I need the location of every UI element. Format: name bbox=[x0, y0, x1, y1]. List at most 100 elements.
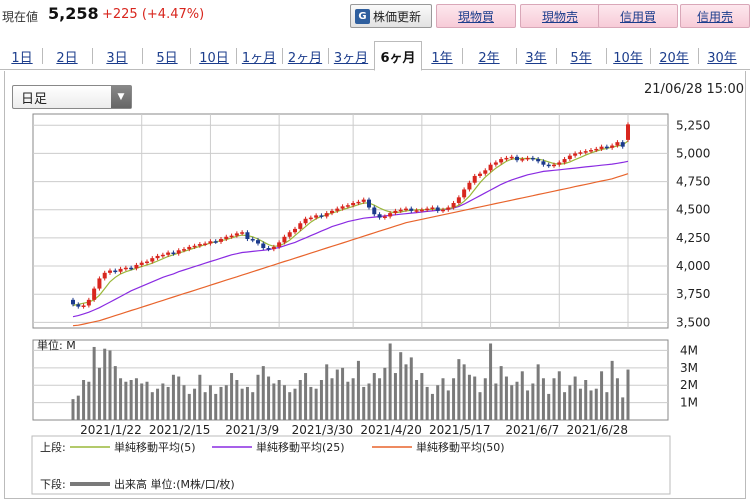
refresh-price-button[interactable]: G 株価更新 bbox=[350, 4, 432, 28]
candle-body bbox=[578, 152, 583, 154]
volume-bar bbox=[615, 378, 619, 420]
candle-body bbox=[462, 189, 467, 198]
volume-bar bbox=[245, 386, 249, 420]
volume-bar bbox=[134, 378, 138, 420]
candle-body bbox=[620, 142, 625, 147]
legend-volume: 出来高 単位:(M株/口/枚) bbox=[114, 477, 235, 491]
volume-bar bbox=[378, 378, 382, 420]
volume-bar bbox=[605, 392, 609, 420]
volume-tick-label: 4M bbox=[680, 343, 698, 357]
chart-type-select[interactable]: 日足 ▼ bbox=[12, 85, 132, 109]
candle-body bbox=[203, 243, 208, 246]
margin-sell-button[interactable]: 信用売 bbox=[680, 4, 750, 28]
tab-3m[interactable]: 3ヶ月 bbox=[333, 50, 369, 66]
volume-bar bbox=[87, 381, 91, 420]
candle-body bbox=[102, 272, 107, 279]
volume-bar bbox=[145, 381, 149, 420]
volume-bar bbox=[256, 374, 260, 420]
candle-body bbox=[509, 156, 514, 159]
volume-bar bbox=[578, 388, 582, 420]
tab-20y[interactable]: 20年 bbox=[659, 50, 689, 66]
candle-body bbox=[345, 205, 350, 207]
tab-2d[interactable]: 2日 bbox=[56, 50, 78, 66]
cash-buy-button[interactable]: 現物買 bbox=[436, 4, 516, 28]
candle-body bbox=[108, 270, 112, 273]
candle-body bbox=[562, 159, 567, 163]
tab-2y[interactable]: 2年 bbox=[478, 50, 500, 66]
volume-bar bbox=[304, 373, 308, 420]
candle-body bbox=[330, 210, 334, 214]
candle-body bbox=[541, 161, 546, 165]
tab-1m[interactable]: 1ヶ月 bbox=[241, 50, 277, 66]
candle-body bbox=[293, 228, 297, 233]
candle-body bbox=[456, 197, 461, 203]
volume-bar bbox=[626, 369, 630, 420]
candle-body bbox=[515, 156, 519, 161]
candle-body bbox=[113, 270, 118, 273]
candle-body bbox=[282, 236, 287, 243]
price-tick-label: 3,500 bbox=[676, 315, 710, 329]
candle-body bbox=[219, 239, 223, 242]
candle-body bbox=[594, 148, 599, 151]
candle-body bbox=[86, 299, 91, 306]
tab-6m[interactable]: 6ヶ月 bbox=[374, 41, 422, 71]
volume-bar bbox=[409, 357, 413, 420]
date-tick-label: 2021/2/15 bbox=[149, 423, 211, 437]
candle-body bbox=[298, 223, 303, 229]
volume-bar bbox=[314, 388, 318, 420]
volume-bar bbox=[430, 393, 434, 420]
candle-body bbox=[234, 233, 239, 236]
volume-bar bbox=[489, 343, 493, 420]
margin-buy-button[interactable]: 信用買 bbox=[598, 4, 678, 28]
candle-body bbox=[552, 164, 556, 167]
tab-2m[interactable]: 2ヶ月 bbox=[287, 50, 323, 66]
volume-bar bbox=[219, 386, 223, 420]
volume-bar bbox=[277, 380, 281, 420]
volume-bar bbox=[362, 386, 366, 420]
volume-bar bbox=[420, 373, 424, 420]
tab-10y[interactable]: 10年 bbox=[613, 50, 643, 66]
tab-1d[interactable]: 1日 bbox=[11, 50, 33, 66]
candle-body bbox=[382, 216, 387, 218]
tab-3d[interactable]: 3日 bbox=[106, 50, 128, 66]
volume-bar bbox=[563, 392, 567, 420]
candle-body bbox=[81, 305, 86, 307]
volume-bar bbox=[589, 390, 593, 420]
volume-bar bbox=[552, 378, 556, 420]
chevron-down-icon: ▼ bbox=[111, 86, 131, 108]
candle-body bbox=[277, 242, 282, 247]
candle-body bbox=[604, 146, 609, 149]
volume-bar bbox=[103, 348, 107, 420]
candle-body bbox=[610, 145, 615, 148]
tab-10d[interactable]: 10日 bbox=[199, 50, 229, 66]
candle-body bbox=[393, 210, 398, 214]
volume-bar bbox=[97, 367, 101, 420]
volume-bar bbox=[568, 385, 572, 420]
tab-5d[interactable]: 5日 bbox=[156, 50, 178, 66]
candle-body bbox=[430, 207, 435, 209]
candle-body bbox=[567, 155, 572, 160]
volume-tick-label: 3M bbox=[680, 361, 698, 375]
candle-body bbox=[192, 245, 197, 248]
candle-body bbox=[145, 261, 149, 264]
volume-bar bbox=[267, 376, 271, 420]
tab-1y[interactable]: 1年 bbox=[431, 50, 453, 66]
tab-30y[interactable]: 30年 bbox=[707, 50, 737, 66]
candle-body bbox=[245, 232, 250, 240]
candle-body bbox=[171, 252, 176, 255]
legend-ma25: 単純移動平均(25) bbox=[256, 440, 345, 454]
volume-bar bbox=[193, 388, 197, 420]
volume-bar bbox=[425, 386, 429, 420]
candle-body bbox=[472, 175, 477, 183]
candle-body bbox=[520, 159, 525, 161]
volume-bar bbox=[309, 386, 313, 420]
candle-body bbox=[166, 252, 171, 255]
cash-sell-button[interactable]: 現物売 bbox=[520, 4, 600, 28]
volume-bar bbox=[288, 392, 292, 420]
tab-3y[interactable]: 3年 bbox=[525, 50, 547, 66]
candle-body bbox=[536, 159, 541, 162]
legend-lower-label: 下段: bbox=[40, 477, 66, 491]
tab-5y[interactable]: 5年 bbox=[570, 50, 592, 66]
candle-body bbox=[441, 209, 445, 212]
current-price-label: 現在値 bbox=[2, 10, 39, 24]
